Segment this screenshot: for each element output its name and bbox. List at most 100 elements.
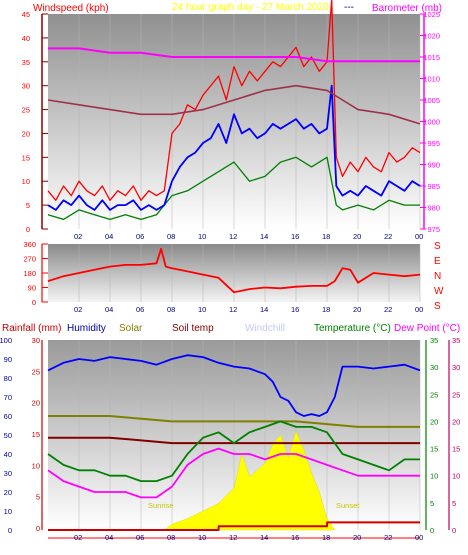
wind-ytick-35: 35 <box>22 58 30 67</box>
top-xtick-00: 00 <box>415 232 423 241</box>
mid-xtick-00: 00 <box>415 305 423 314</box>
pct-ytick-40: 40 <box>4 450 12 459</box>
baro-ytick-985: 985 <box>427 182 440 191</box>
dir-ytick-90: 90 <box>28 284 36 293</box>
baro-ytick-1015: 1015 <box>423 53 440 62</box>
legend-solar: Solar <box>119 323 143 334</box>
temp-ytick-15: 15 <box>430 445 438 454</box>
top-xtick-08: 08 <box>167 232 175 241</box>
baro-ytick-1010: 1010 <box>423 75 440 84</box>
pct-ytick-0: 0 <box>8 526 12 535</box>
temp-ytick-5: 5 <box>430 499 434 508</box>
wind-ytick-10: 10 <box>22 177 30 186</box>
temp-ytick-35: 35 <box>430 336 438 345</box>
compass-label-s-top: S <box>434 241 441 252</box>
temp-ytick-10: 10 <box>430 472 438 481</box>
dew-point-line <box>47 447 420 499</box>
pct-ytick-10: 10 <box>4 507 12 516</box>
legend-temperature: Temperature (°C) <box>314 323 391 334</box>
baro-ytick-990: 990 <box>427 161 440 170</box>
baro-ytick-1020: 1020 <box>423 32 440 41</box>
solar-line <box>48 415 420 428</box>
gust-line <box>47 0 421 201</box>
dew-ytick-25: 25 <box>452 390 460 399</box>
top-xtick-10: 10 <box>198 232 206 241</box>
top-xtick-22: 22 <box>384 232 392 241</box>
temp-ytick-30: 30 <box>430 363 438 372</box>
rain-ytick-30: 30 <box>32 336 40 345</box>
baro-ytick-1025: 1025 <box>423 10 440 19</box>
bot-xtick-06: 06 <box>136 533 144 542</box>
pct-ytick-20: 20 <box>4 488 12 497</box>
mid-xtick-02: 02 <box>74 305 82 314</box>
compass-label-e: E <box>434 256 441 267</box>
compass-label-w: W <box>434 286 444 297</box>
barometer-line <box>48 47 420 63</box>
bot-xtick-10: 10 <box>198 533 206 542</box>
bot-xtick-12: 12 <box>229 533 237 542</box>
pct-ytick-30: 30 <box>4 469 12 478</box>
barometer-trace-line <box>47 84 421 125</box>
legend-dew-point: Dew Point (°C) <box>394 323 460 334</box>
rain-ytick-5: 5 <box>36 493 40 502</box>
bot-xtick-16: 16 <box>291 533 299 542</box>
top-xtick-18: 18 <box>322 232 330 241</box>
baro-ytick-1005: 1005 <box>423 96 440 105</box>
rainfall-line <box>48 521 420 531</box>
compass-label-s-bottom: S <box>434 301 441 312</box>
mid-xtick-14: 14 <box>260 305 268 314</box>
sunset-annotation: Sunset <box>336 501 360 510</box>
mid-xtick-20: 20 <box>353 305 361 314</box>
rain-ytick-0: 0 <box>36 524 40 533</box>
top-xtick-02: 02 <box>74 232 82 241</box>
wind-avg-line <box>47 84 421 211</box>
bot-xtick-00: 00 <box>415 533 423 542</box>
mid-xtick-10: 10 <box>198 305 206 314</box>
temp-ytick-20: 20 <box>430 417 438 426</box>
top-xtick-16: 16 <box>291 232 299 241</box>
rain-ytick-25: 25 <box>32 367 40 376</box>
top-xtick-12: 12 <box>229 232 237 241</box>
top-xtick-20: 20 <box>353 232 361 241</box>
wind-ytick-30: 30 <box>22 82 30 91</box>
pct-ytick-80: 80 <box>4 374 12 383</box>
wind-ytick-0: 0 <box>26 225 30 234</box>
dew-ytick-5: 5 <box>452 499 456 508</box>
temp-ytick-0: 0 <box>430 526 434 535</box>
mid-xtick-08: 08 <box>167 305 175 314</box>
rain-ytick-15: 15 <box>32 430 40 439</box>
legend-humidity: Humidity <box>67 323 106 334</box>
legend-soil-temp: Soil temp <box>172 323 214 334</box>
bot-xtick-20: 20 <box>353 533 361 542</box>
compass-label-n: N <box>434 271 441 282</box>
temp-ytick-25: 25 <box>430 390 438 399</box>
legend-rainfall: Rainfall (mm) <box>2 323 61 334</box>
rain-ytick-10: 10 <box>32 461 40 470</box>
wind-ytick-40: 40 <box>22 34 30 43</box>
mid-xtick-06: 06 <box>136 305 144 314</box>
mid-xtick-04: 04 <box>105 305 113 314</box>
rain-ytick-20: 20 <box>32 399 40 408</box>
bot-xtick-18: 18 <box>322 533 330 542</box>
wind-ytick-45: 45 <box>22 10 30 19</box>
dew-ytick-0: 0 <box>452 526 456 535</box>
bot-xtick-08: 08 <box>167 533 175 542</box>
baro-ytick-995: 995 <box>427 139 440 148</box>
legend-windchill: Windchill <box>245 323 285 334</box>
mid-xtick-16: 16 <box>291 305 299 314</box>
humidity-line <box>47 354 421 417</box>
mid-xtick-18: 18 <box>322 305 330 314</box>
temperature-line <box>47 420 420 483</box>
dew-ytick-30: 30 <box>452 363 460 372</box>
top-xtick-06: 06 <box>136 232 144 241</box>
wind-low-line <box>47 156 420 221</box>
baro-ytick-980: 980 <box>427 204 440 213</box>
dir-ytick-180: 180 <box>23 269 36 278</box>
top-xtick-14: 14 <box>260 232 268 241</box>
barometer-axis-label: Barometer (mb) <box>372 3 442 14</box>
dew-ytick-20: 20 <box>452 417 460 426</box>
bot-xtick-22: 22 <box>384 533 392 542</box>
mid-xtick-22: 22 <box>384 305 392 314</box>
header-separator: --- <box>344 2 354 13</box>
